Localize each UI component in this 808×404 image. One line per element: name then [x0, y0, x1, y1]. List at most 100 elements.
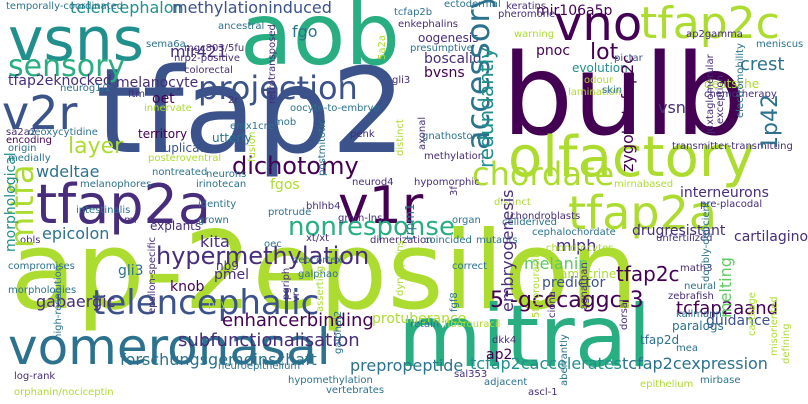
word-chordate: chordate [472, 155, 615, 193]
word-aberrantly-v: aberrantly [559, 334, 570, 386]
word-organ: organ [452, 215, 481, 226]
word-compromises: compromises [8, 261, 75, 272]
word-paralogs: paralogs [672, 319, 724, 333]
word-chondroblasts: chondroblasts [510, 211, 581, 222]
word-presumptive: presumptive [410, 43, 473, 54]
word-5gcccaggc3: 5'-gcccaggc-3 [490, 288, 644, 313]
word-gnathostome: gnathostome [422, 131, 489, 142]
word-hypomorphic: hypomorphic [414, 177, 480, 188]
word-cellderived: cellderived [502, 217, 558, 228]
word-postmitotic: fusion [247, 131, 258, 162]
word-vsn: vsn [658, 98, 686, 117]
word-sal353: sal353 [454, 369, 488, 380]
word-gli3: gli3 [118, 263, 144, 279]
word-oet: oet [152, 91, 175, 107]
word-accessory: dichotomy [232, 152, 359, 180]
word-math3: math3 [680, 263, 713, 274]
word-mitral: mitral [398, 287, 652, 387]
word-mf: meniscus [756, 39, 804, 50]
word-retrotransposed: galphai2 [333, 310, 344, 354]
word-innervate: innervate [144, 103, 192, 114]
word-adjacent: adjacent [484, 377, 528, 388]
word-mirbase: mirbase [700, 375, 741, 386]
word-mob: mob [274, 117, 297, 128]
word-galphao: galphao [298, 269, 339, 280]
word-duplication: duplication [156, 141, 223, 155]
word-wdeltae: wdeltae [36, 162, 100, 181]
word-kallmann: kallmann [676, 309, 722, 320]
word-5a2a: 2r [228, 95, 239, 106]
word-morphologies: morphologies [8, 285, 77, 296]
word-neurog12: neurog1/2 [60, 83, 112, 94]
word-embryogenesis: embryogenesis [498, 189, 517, 312]
word-territory: territory [138, 127, 188, 141]
word-ap2gamma: ap2gamma [686, 29, 743, 40]
word-neurons: neurons [206, 169, 247, 180]
word-fluorouracil: fluorouracil [444, 319, 501, 330]
word-predictor: predictor [542, 275, 606, 291]
word-fgos: fgos [270, 177, 300, 193]
word-hypermethylation: nonresponse [288, 212, 455, 242]
word-transmitter-transmitting: transmitter-transmitting [672, 141, 793, 152]
word-v2r: v2r [2, 86, 78, 140]
word-medially: medially [8, 153, 51, 164]
word-mir421: mir421 [170, 42, 228, 61]
word-intestinalis: intestinalis [76, 205, 131, 216]
word-redundantly: redundantly [474, 47, 498, 168]
word-pre-placodal: pre-placodal [700, 199, 763, 210]
word-tfap2c-top: tfap2c [640, 0, 780, 49]
word-coincided: coincided [424, 235, 472, 246]
word-trpm1: axonal [417, 116, 428, 150]
word-encoding: encoding [6, 135, 52, 146]
word-warning: warning [514, 29, 555, 40]
word-irinotecan: irinotecan [196, 179, 247, 190]
word-tcfap2caccelerates: tcfap2caccelerates [470, 354, 623, 373]
word-obls: mf [124, 215, 138, 226]
word-bulb: bulb [502, 31, 747, 161]
word-neural: neural [684, 281, 716, 292]
word-fgo: fgo [292, 22, 318, 41]
word-protuberance: protuberance [372, 311, 467, 327]
word-pdyn: pdyn [208, 299, 233, 310]
word-ectodermal: ectodermal [444, 0, 501, 10]
word-chemotherapy: chemotherapy [704, 89, 777, 100]
word-ftm: ftm [128, 89, 146, 100]
word-emx1cre: emx1cre [230, 121, 274, 132]
word-aob: aob [240, 0, 400, 85]
word-interneurons: interneurons [680, 185, 769, 201]
word-lamination: lamination [568, 87, 622, 98]
word-gmrh-lns: gmrh-lns [338, 213, 383, 224]
word-sa2a2: sa2a2 [6, 127, 37, 138]
word-boscalid: boscalid [424, 51, 482, 67]
word-prepropeptide: prepropeptide [350, 356, 464, 375]
word-tcfap2b: tcfap2b [394, 7, 433, 18]
word-asserting: pgriph [281, 267, 292, 300]
word-tfap2a-large: tfap2a [36, 173, 211, 236]
word-mea: mea [676, 343, 699, 354]
word-pnoc: pnoc [536, 43, 571, 59]
word-orphanin-nociceptin: orphanin/nociceptin [14, 387, 114, 398]
word-high-resolution: high-resolution [53, 264, 64, 340]
word-oocyte-to-embryo: oocyte-to-embryo [290, 103, 380, 114]
word-5fluorouracil: trpm1 [403, 203, 417, 240]
word-dichotomy: hypermethylation [156, 242, 370, 270]
word-evolution: evolution [572, 61, 628, 75]
word-oec: oec [264, 239, 282, 250]
word-misoriented: gli3 [392, 75, 411, 86]
word-juxtaglomerular: exception [715, 75, 726, 124]
word-hypomethylation: defining [781, 323, 792, 364]
word-methylationinduced: methylationinduced [172, 0, 332, 17]
word-pmel: pmel [214, 267, 250, 283]
word-gabaergic: gabaergic [36, 292, 116, 311]
word-bhlhb4: bhlhb4 [306, 201, 341, 212]
word-tfap2: tfap2 [96, 42, 407, 180]
word-keratins: keratins [506, 1, 547, 12]
word-correct: correct [452, 261, 488, 272]
word-morphological: morphological [3, 152, 19, 252]
word-deutsche: deutsche [704, 77, 760, 91]
word-knob: knob [170, 279, 205, 295]
word-oogenesis: oogenesis [418, 31, 479, 45]
word-1p42: 1p42 [758, 94, 783, 150]
word-epsilon-specific: distinct [395, 119, 406, 156]
